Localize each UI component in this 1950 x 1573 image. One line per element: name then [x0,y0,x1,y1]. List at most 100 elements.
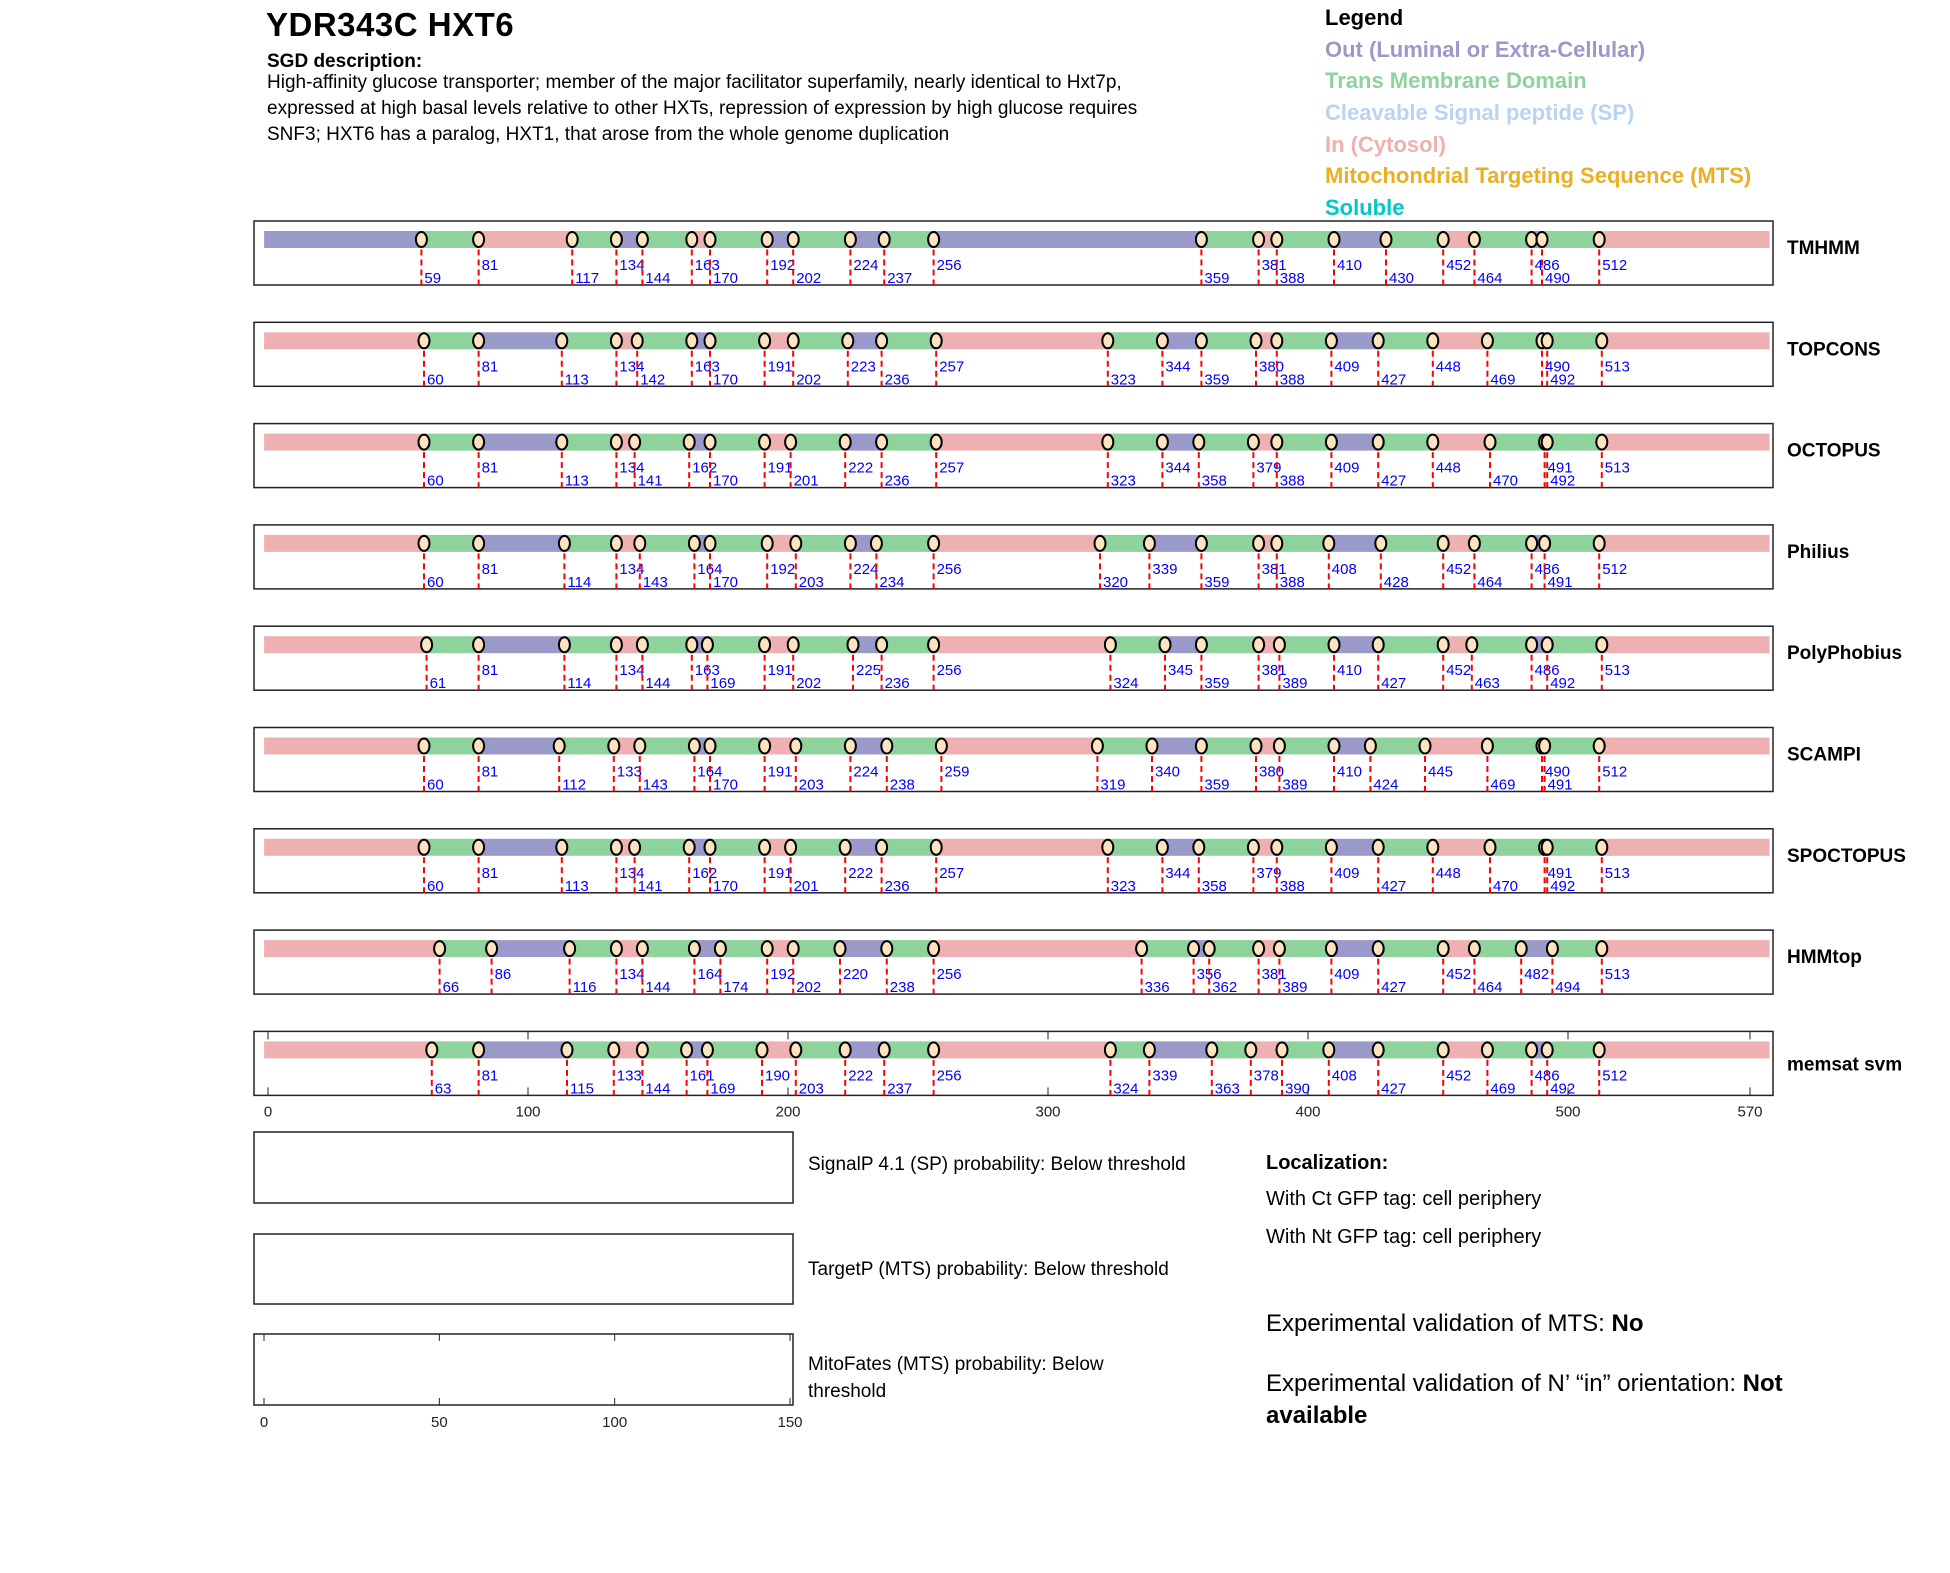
description-line: expressed at high basal levels relative … [267,98,1138,119]
segment-tm [795,534,851,552]
boundary-label: 388 [1280,574,1305,591]
boundary-marker [1595,636,1609,654]
boundary-marker [1525,1041,1539,1059]
boundary-marker [609,433,623,451]
segment-in [933,636,1111,654]
boundary-marker [1142,534,1156,552]
segment-tm [1474,534,1532,552]
segment-tm [1279,940,1332,958]
boundary-marker [472,1041,486,1059]
boundary-label: 201 [794,878,819,895]
boundary-marker [1371,1041,1385,1059]
boundary-label: 491 [1548,460,1573,477]
boundary-label: 222 [848,460,873,477]
boundary-label: 144 [645,979,670,996]
boundary-label: 359 [1204,371,1229,388]
track-memsat-svm: 6381115133144161169190203222237256324339… [253,1030,1902,1120]
boundary-label: 452 [1446,1067,1471,1084]
boundary-marker [713,940,727,958]
boundary-label: 60 [427,878,444,895]
boundary-label: 170 [713,878,738,895]
segment-in [264,1041,432,1059]
segment-tm [1547,838,1602,856]
boundary-label: 134 [619,966,644,983]
boundary-marker [1374,534,1388,552]
segment-tm [707,1041,762,1059]
boundary-marker [1275,1041,1289,1059]
segment-in [1601,332,1770,350]
boundary-label: 381 [1262,257,1287,274]
segment-tm [1107,433,1163,451]
boundary-marker [1540,332,1554,350]
boundary-label: 141 [638,473,663,490]
track-topcons: 6081113134142163170191202223236257323344… [253,321,1881,388]
method-label: PolyPhobius [1787,643,1902,664]
boundary-label: 389 [1282,979,1307,996]
boundary-marker [1194,332,1208,350]
targetp-label: TargetP (MTS) probability: Below thresho… [808,1259,1169,1280]
segment-tm [1201,332,1256,350]
boundary-marker [1483,433,1497,451]
segment-tm [561,332,617,350]
boundary-marker [685,332,699,350]
boundary-label: 409 [1334,966,1359,983]
boundary-label: 427 [1381,675,1406,692]
boundary-label: 379 [1256,865,1281,882]
segment-tm [1201,636,1259,654]
boundary-label: 409 [1334,358,1359,375]
segment-out [933,231,1202,248]
boundary-label: 490 [1545,270,1570,287]
boundary-label: 427 [1381,878,1406,895]
boundary-marker [1101,838,1115,856]
track-frame [253,1030,1774,1097]
boundary-label: 448 [1436,358,1461,375]
segment-out [1152,737,1202,755]
boundary-label: 256 [937,966,962,983]
boundary-label: 452 [1446,561,1471,578]
axis-tick-label: 150 [777,1414,802,1431]
boundary-label: 494 [1555,979,1580,996]
boundary-label: 81 [482,662,499,679]
orientation-validation: Experimental validation of N’ “in” orien… [1266,1370,1783,1398]
boundary-marker [472,534,486,552]
segment-tm [639,534,695,552]
boundary-marker [635,1041,649,1059]
boundary-label: 409 [1334,865,1359,882]
segment-tm [1276,231,1334,248]
boundary-marker [1194,636,1208,654]
boundary-label: 339 [1152,561,1177,578]
boundary-marker [609,332,623,350]
boundary-label: 256 [937,662,962,679]
boundary-marker [555,433,569,451]
boundary-marker [1158,636,1172,654]
segment-in [1432,838,1490,856]
boundary-label: 388 [1280,878,1305,895]
boundary-label: 359 [1204,675,1229,692]
segment-tm [559,737,614,755]
segment-tm [424,838,479,856]
boundary-marker [609,636,623,654]
boundary-marker [1535,231,1549,248]
boundary-marker [1426,332,1440,350]
boundary-label: 359 [1204,574,1229,591]
boundary-marker [685,231,699,248]
boundary-label: 469 [1490,1080,1515,1097]
boundary-marker [609,534,623,552]
boundary-label: 492 [1550,371,1575,388]
boundary-marker [609,838,623,856]
boundary-label: 512 [1602,257,1627,274]
boundary-label: 134 [619,662,644,679]
boundary-marker [635,940,649,958]
boundary-label: 410 [1337,764,1362,781]
track-polyphobius: 6181114134144163169191202225236256324345… [253,625,1902,692]
segment-tm [1201,534,1259,552]
boundary-label: 141 [638,878,663,895]
segment-tm [1544,737,1600,755]
segment-tm [884,231,934,248]
segment-tm [424,433,479,451]
boundary-label: 390 [1285,1080,1310,1097]
legend-item-mts: Mitochondrial Targeting Sequence (MTS) [1325,163,1752,188]
description-line: High-affinity glucose transporter; membe… [267,72,1122,93]
boundary-marker [1467,940,1481,958]
boundary-marker [1363,737,1377,755]
